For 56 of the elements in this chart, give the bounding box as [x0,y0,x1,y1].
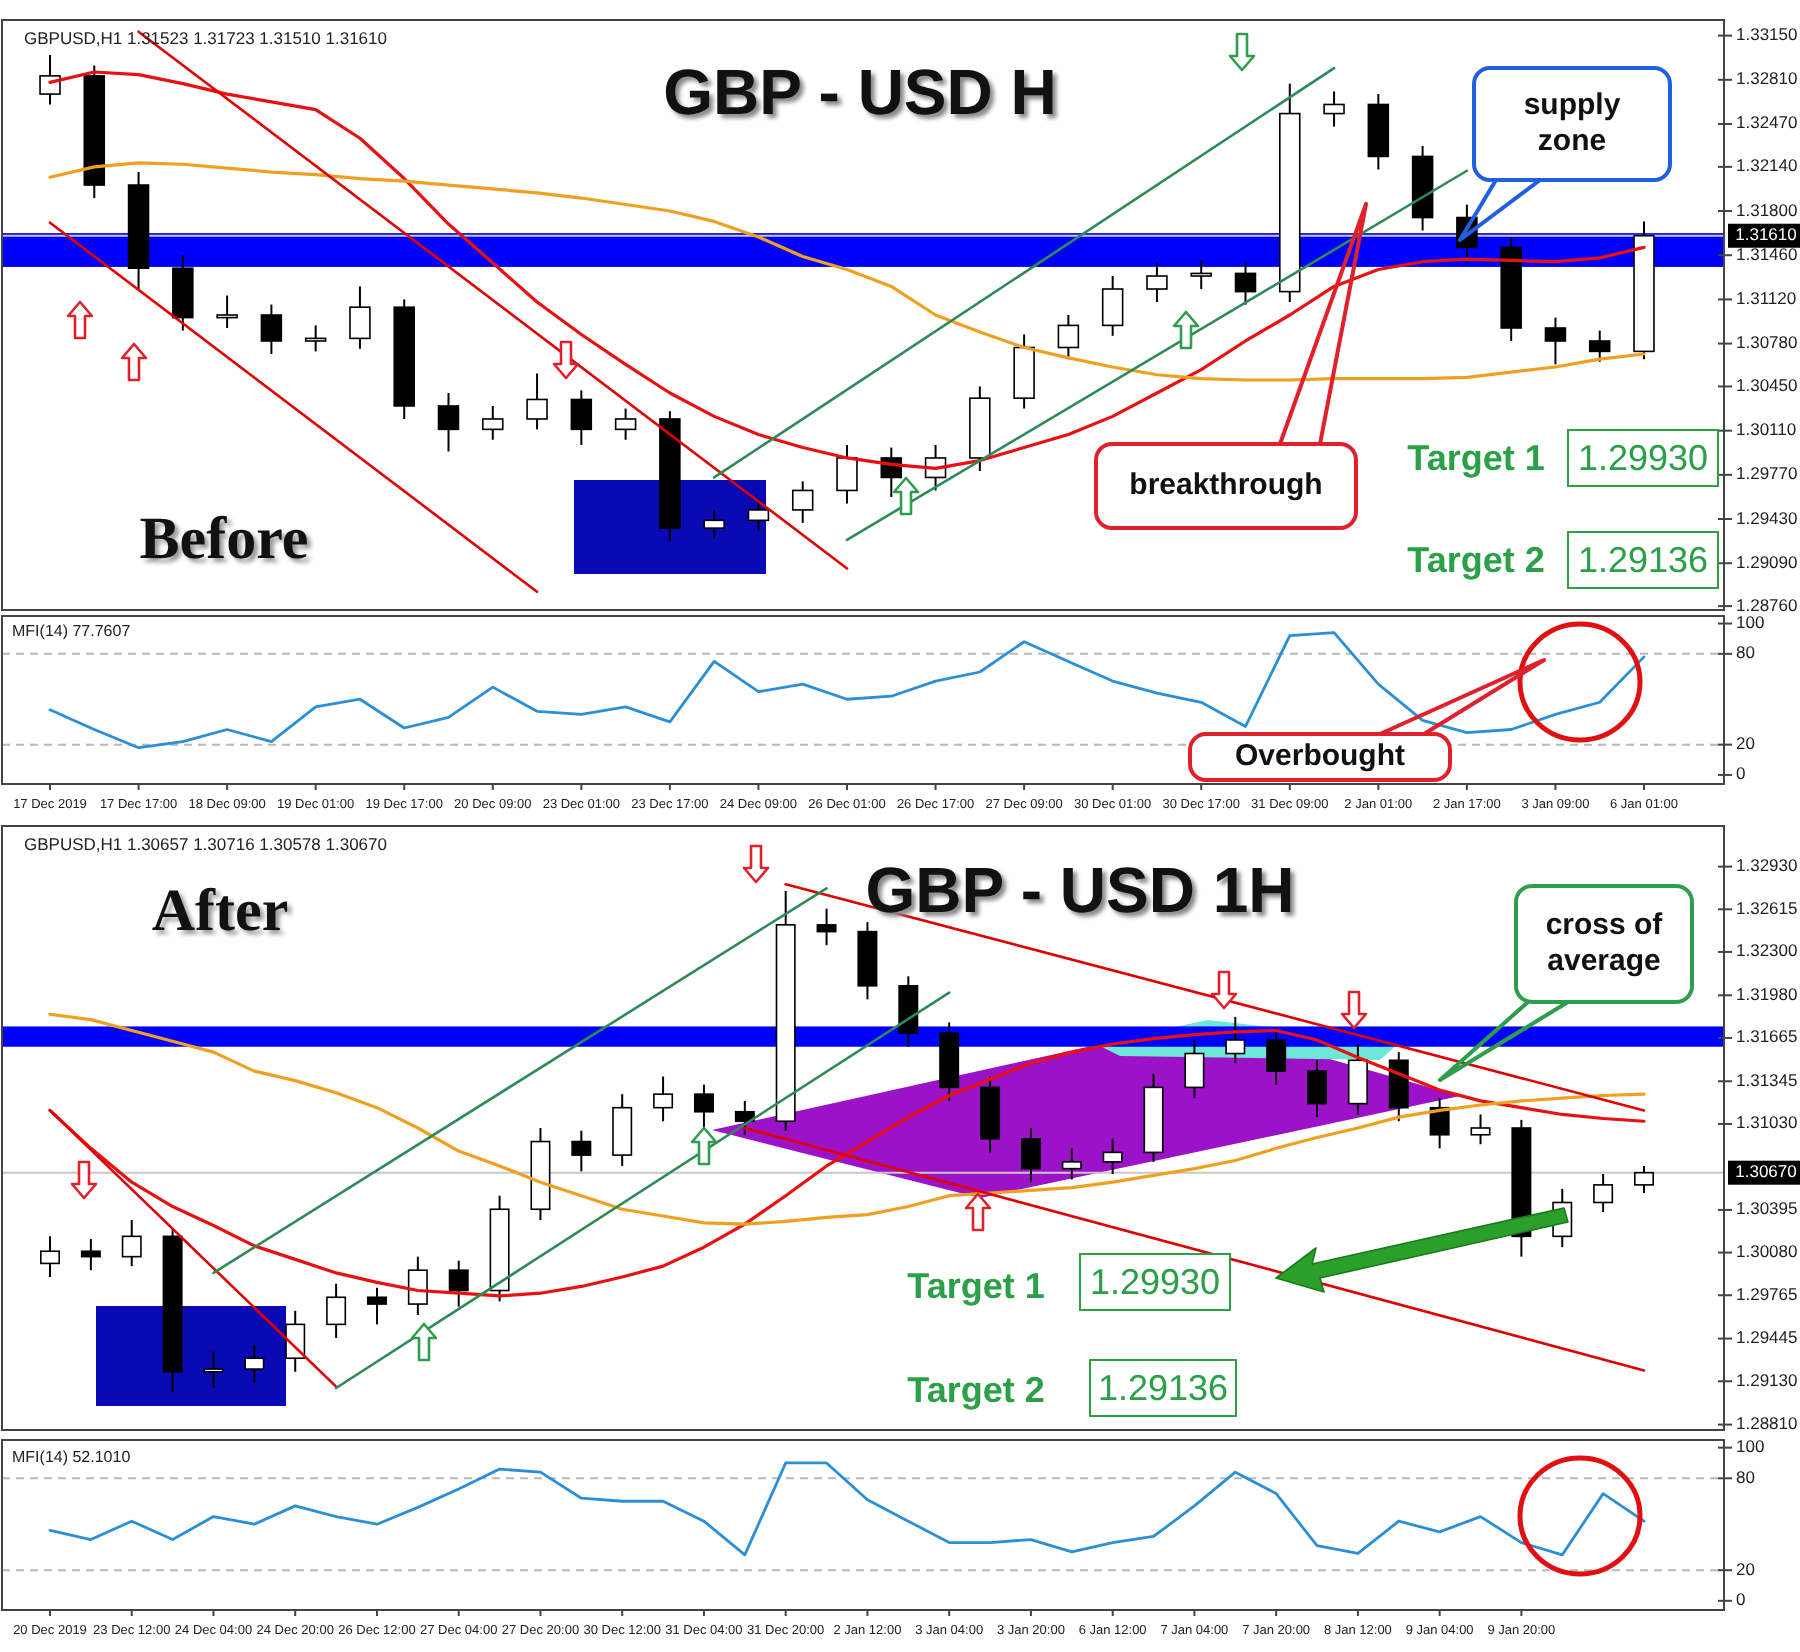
y-tick-label: 0 [1736,1589,1746,1610]
y-tick-label: 1.31030 [1736,1112,1798,1133]
y-tick-label: 1.30780 [1736,332,1798,353]
text: GBP - USD H [663,56,1057,128]
y-tick-label: 100 [1736,1436,1765,1457]
y-tick-label: 1.30110 [1736,419,1797,440]
y-tick-label: 1.32140 [1736,155,1798,176]
annotation: cross of average [1545,907,1665,978]
y-tick-label: 1.31460 [1736,243,1798,264]
y-tick-label: 1.29770 [1736,463,1798,484]
y-tick-label: 1.31665 [1736,1026,1798,1047]
y-tick-label: 20 [1736,733,1756,754]
y-tick-label: 1.29430 [1736,507,1798,528]
annotation: Target 1 [1407,438,1545,478]
annotation: Target 1 [907,1266,1045,1306]
y-tick-label: 1.31800 [1736,199,1798,220]
y-tick-label: 1.32470 [1736,112,1798,133]
y-tick-label: 20 [1736,1558,1756,1579]
y-tick-label: 1.28760 [1736,594,1798,615]
y-tick-label: 80 [1736,642,1756,663]
y-tick-label: 1.30450 [1736,374,1798,395]
y-tick-label: 1.29090 [1736,551,1798,572]
annotation: Target 2 [907,1370,1045,1410]
y-tick-label: 0 [1736,763,1746,784]
text: GBPUSD,H1 1.30657 1.30716 1.30578 1.30670 [24,834,388,854]
chart-title: GBP - USD 1H [865,854,1295,926]
y-tick-label: 1.30395 [1736,1198,1798,1219]
annotation: After [151,878,289,944]
y-tick-label: 1.30080 [1736,1241,1798,1262]
annotation: Before [139,506,309,572]
annotation: breakthrough [1129,467,1323,502]
y-tick-label: 1.33150 [1736,24,1798,45]
annotation: supply zone [1523,87,1622,158]
y-tick-label: 1.31980 [1736,983,1798,1004]
annotation: 1.29930 [1577,437,1709,478]
chart-title: MFI(14) 77.7607 [12,622,132,640]
y-tick-label: 1.29130 [1736,1369,1798,1390]
y-tick-label: 1.29445 [1736,1327,1798,1348]
y-tick-label: 1.28810 [1736,1413,1798,1434]
annotation: 1.29136 [1577,539,1709,580]
ref-line-label: 1.30670 [1735,1161,1798,1182]
y-tick-label: 1.32930 [1736,855,1798,876]
y-tick-label: 100 [1736,612,1765,633]
annotation: 1.29136 [1097,1367,1229,1408]
text: MFI(14) 52.1010 [12,1448,132,1466]
y-tick-label: 1.31120 [1736,287,1797,308]
y-tick-label: 1.29765 [1736,1283,1798,1304]
y-tick-label: 80 [1736,1466,1756,1487]
annotation: Target 2 [1407,540,1545,580]
annotation: 1.29930 [1089,1261,1221,1302]
ref-line-label: 1.31610 [1735,224,1798,245]
y-tick-label: 1.32615 [1736,897,1798,918]
annotation: Overbought [1235,738,1405,773]
y-tick-label: 1.32810 [1736,68,1798,89]
y-tick-label: 1.32300 [1736,940,1798,961]
y-tick-label: 1.31345 [1736,1069,1798,1090]
